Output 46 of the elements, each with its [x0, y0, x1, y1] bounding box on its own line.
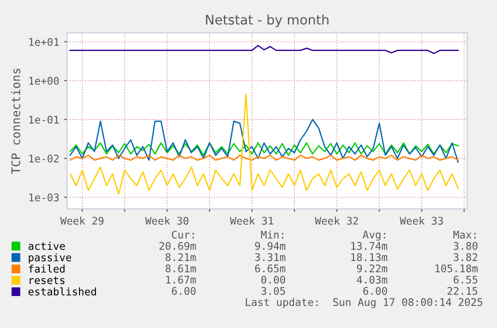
text: 4.03m	[356, 276, 388, 284]
text: Last update: Sun Aug 17 08:00:14 2025	[246, 298, 482, 308]
x-tick-label: Week 31	[230, 216, 274, 225]
legend-label: established	[28, 287, 96, 296]
text: Cur:	[172, 230, 194, 239]
chart-title: Netstat - by month	[206, 14, 328, 28]
text: 3.05	[261, 286, 285, 295]
y-tick-label: 1e-02	[29, 154, 59, 162]
y-tick-label: 1e+01	[29, 38, 59, 46]
line-series	[70, 93, 459, 195]
text: 0.00	[261, 276, 286, 284]
y-axis-title: TCP connections	[11, 68, 20, 174]
x-tick-label: Week 30	[145, 216, 188, 225]
text: 6.00	[363, 286, 387, 295]
text: 20.69m	[159, 242, 196, 250]
x-tick-label: Week 32	[314, 216, 358, 225]
y-tick-label: 1e-03	[29, 193, 59, 202]
text: 6.65m	[255, 264, 286, 272]
legend-label: active	[28, 242, 65, 250]
text: 9.94m	[255, 242, 286, 250]
y-tick-label: 1e+00	[29, 76, 59, 85]
legend-label: failed	[28, 264, 65, 273]
x-tick-label: Week 29	[60, 216, 104, 225]
text: 6.00	[172, 286, 196, 295]
text: 18.13m	[351, 253, 388, 262]
text: 13.74m	[351, 242, 388, 250]
text: 105.18m	[435, 264, 478, 272]
text: Max:	[453, 230, 476, 239]
text: 22.15	[448, 286, 478, 295]
text: 8.21m	[166, 253, 196, 262]
text: 3.82	[454, 253, 478, 262]
text: 3.80	[454, 242, 478, 250]
text: 9.22m	[356, 264, 388, 272]
line-series	[70, 118, 459, 163]
line-series	[70, 44, 459, 54]
text: 6.55	[454, 276, 478, 284]
x-tick-label: Week 33	[400, 216, 443, 225]
line-series	[70, 142, 459, 156]
y-tick-label: 1e-01	[29, 116, 59, 124]
text: 3.31m	[255, 253, 286, 262]
text: Avg:	[362, 230, 386, 241]
text: Min:	[261, 230, 284, 238]
legend-label: passive	[28, 253, 72, 264]
legend-label: resets	[30, 276, 64, 284]
text: 1.67m	[166, 276, 196, 284]
text: 8.61m	[166, 264, 196, 272]
